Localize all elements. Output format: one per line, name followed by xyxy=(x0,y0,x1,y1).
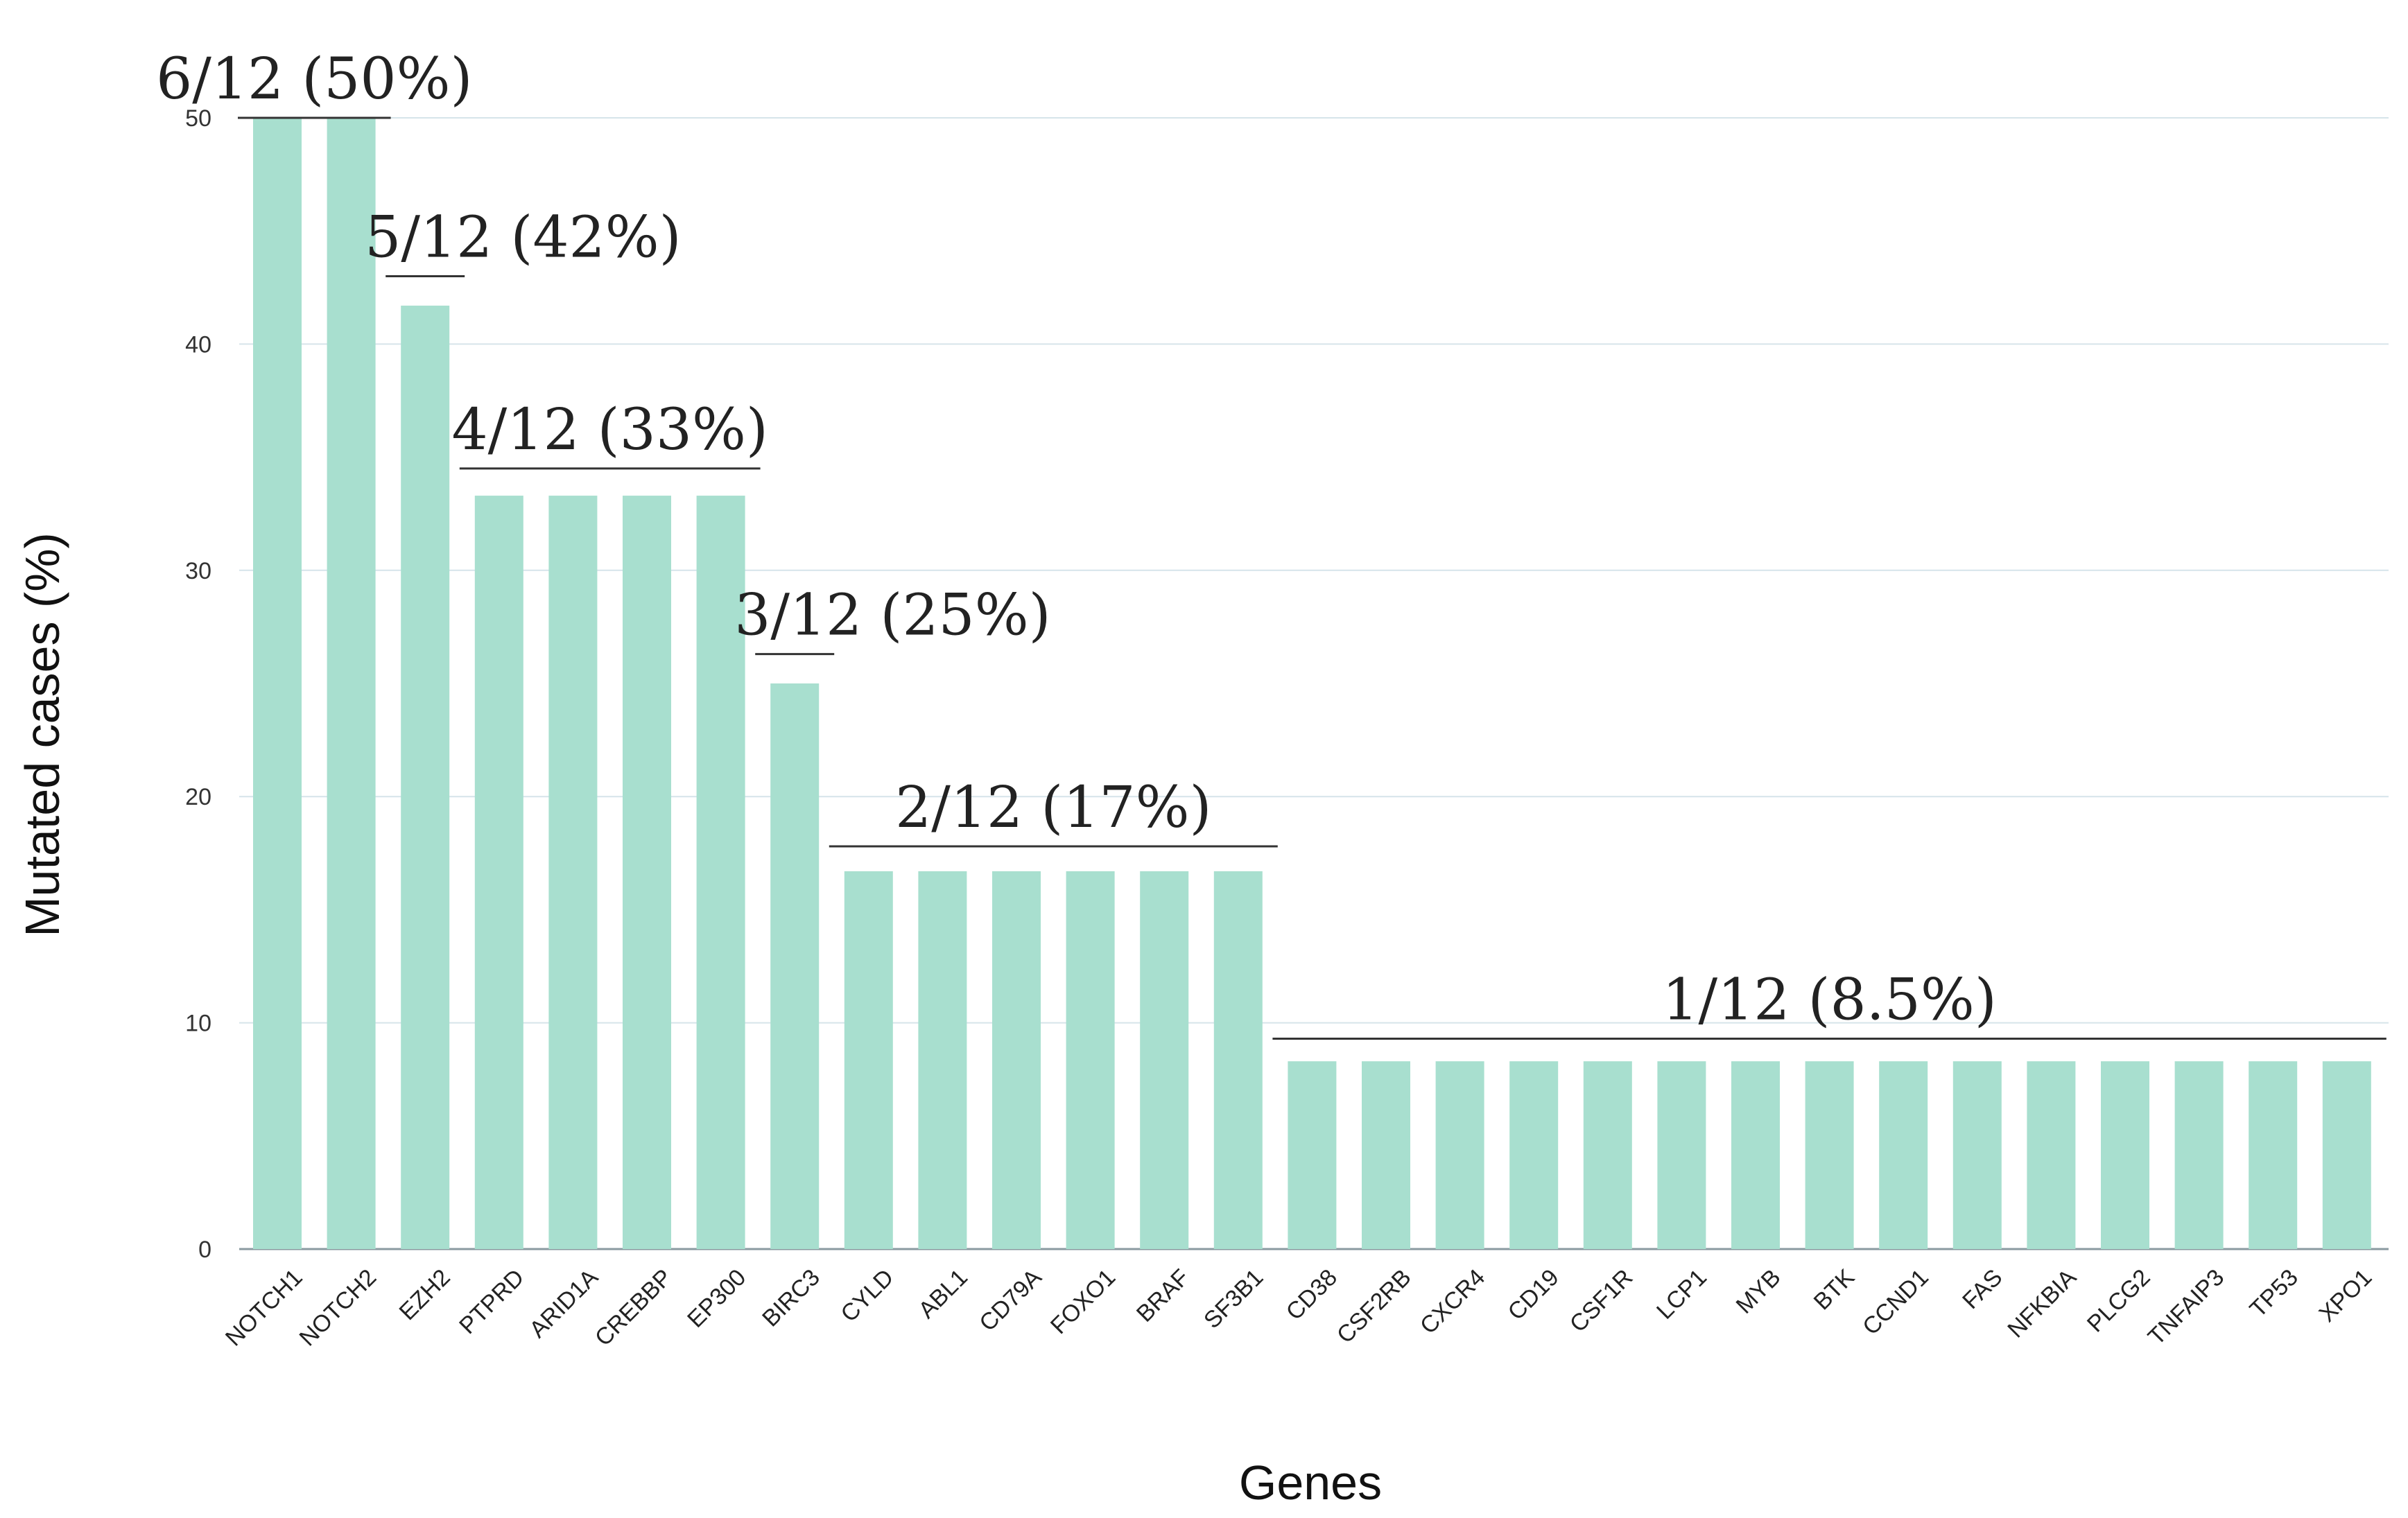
x-tick-label: CXCR4 xyxy=(1415,1264,1490,1339)
bar-cxcr4 xyxy=(1435,1061,1484,1249)
x-tick-label: CD19 xyxy=(1503,1264,1564,1325)
bar-lcp1 xyxy=(1657,1061,1706,1249)
group-annotations: 6/12 (50%) 5/12 (42%) 4/12 (33%) 3/12 (25%)… xyxy=(156,46,2387,1040)
x-tick-label: CREBBP xyxy=(590,1264,677,1352)
annotation-label: 5/12 (42%) xyxy=(365,204,681,270)
bar-fas xyxy=(1952,1061,2002,1249)
bar-cd19 xyxy=(1509,1061,1559,1249)
x-tick-label: CSF1R xyxy=(1565,1264,1638,1338)
x-tick-label: BTK xyxy=(1809,1264,1860,1316)
x-tick-label: CD38 xyxy=(1281,1264,1342,1325)
x-tick-label: ABL1 xyxy=(913,1264,973,1324)
bar-notch2 xyxy=(327,118,376,1249)
bar-tp53 xyxy=(2249,1061,2298,1249)
y-axis-ticks: 0 10 20 30 40 50 xyxy=(185,105,211,1263)
y-tick-label: 40 xyxy=(185,331,211,358)
x-tick-label: NFKBIA xyxy=(2002,1264,2081,1343)
y-tick-label: 10 xyxy=(185,1011,211,1037)
bar-notch1 xyxy=(253,118,302,1249)
annotation-label: 3/12 (25%) xyxy=(734,583,1050,649)
x-tick-label: EZH2 xyxy=(395,1264,456,1325)
bar-csf2rb xyxy=(1362,1061,1410,1249)
annotation-label: 4/12 (33%) xyxy=(451,397,768,463)
bar-cd38 xyxy=(1288,1061,1337,1249)
bar-btk xyxy=(1805,1061,1854,1249)
annotation-label: 2/12 (17%) xyxy=(895,775,1211,841)
bar-xpo1 xyxy=(2322,1061,2371,1249)
bar-birc3 xyxy=(770,683,820,1249)
bar-ep300 xyxy=(696,496,745,1249)
x-tick-label: CSF2RB xyxy=(1332,1264,1417,1349)
annotation-label: 6/12 (50%) xyxy=(156,46,472,112)
x-tick-label: EP300 xyxy=(682,1264,751,1333)
bar-myb xyxy=(1731,1061,1780,1249)
bar-ezh2 xyxy=(401,305,450,1249)
y-tick-label: 50 xyxy=(185,105,211,132)
x-tick-label: PLCG2 xyxy=(2082,1264,2156,1338)
x-tick-label: MYB xyxy=(1731,1264,1786,1319)
x-axis-title: Genes xyxy=(1239,1456,1382,1510)
bar-sf3b1 xyxy=(1213,871,1263,1249)
x-tick-label: NOTCH1 xyxy=(220,1264,308,1352)
x-tick-label: CCND1 xyxy=(1857,1264,1934,1341)
bar-ptprd xyxy=(474,496,523,1249)
bar-tnfaip3 xyxy=(2174,1061,2224,1249)
bar-braf xyxy=(1140,871,1189,1249)
x-tick-label: TNFAIP3 xyxy=(2143,1264,2229,1350)
x-tick-label: CYLD xyxy=(835,1264,899,1327)
x-tick-label: SF3B1 xyxy=(1199,1264,1268,1334)
x-tick-label: TP53 xyxy=(2245,1264,2303,1323)
y-axis-title: Mutated cases (%) xyxy=(15,532,69,937)
bar-nfkbia xyxy=(2027,1061,2076,1249)
annotation-label: 1/12 (8.5%) xyxy=(1662,967,1997,1033)
bar-ccnd1 xyxy=(1879,1061,1928,1249)
bar-arid1a xyxy=(548,496,598,1249)
x-tick-label: CD79A xyxy=(974,1264,1047,1337)
bars xyxy=(253,118,2371,1249)
bar-foxo1 xyxy=(1066,871,1115,1249)
bar-csf1r xyxy=(1583,1061,1632,1249)
x-tick-label: XPO1 xyxy=(2314,1264,2377,1327)
x-tick-label: NOTCH2 xyxy=(295,1264,382,1352)
y-tick-label: 20 xyxy=(185,784,211,810)
x-tick-label: BRAF xyxy=(1132,1264,1195,1327)
bar-plcg2 xyxy=(2101,1061,2149,1249)
bar-abl1 xyxy=(918,871,967,1249)
y-tick-label: 30 xyxy=(185,558,211,584)
bar-cd79a xyxy=(992,871,1041,1249)
bar-cyld xyxy=(844,871,893,1249)
x-tick-label: BIRC3 xyxy=(757,1264,825,1332)
bar-crebbp xyxy=(623,496,671,1249)
y-tick-label: 0 xyxy=(198,1237,211,1263)
x-tick-label: FAS xyxy=(1957,1264,2007,1314)
x-tick-label: LCP1 xyxy=(1652,1264,1712,1325)
x-tick-label: FOXO1 xyxy=(1046,1264,1120,1339)
x-tick-label: PTPRD xyxy=(454,1264,529,1339)
